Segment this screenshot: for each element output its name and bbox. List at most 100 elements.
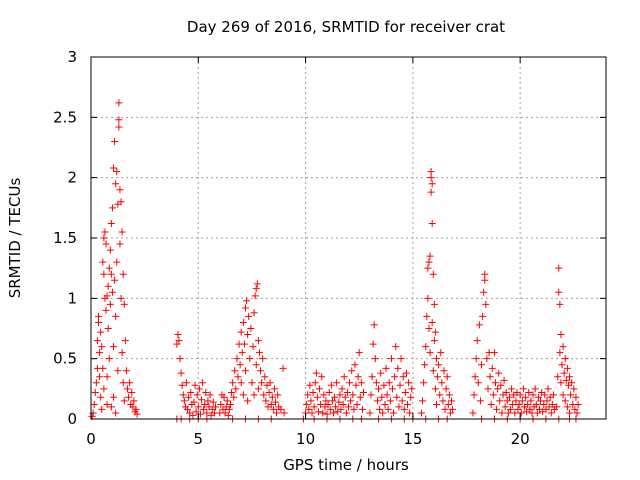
data-point xyxy=(369,340,377,348)
data-point xyxy=(572,393,580,401)
data-point xyxy=(313,393,321,401)
data-point xyxy=(479,312,487,320)
data-point xyxy=(203,409,211,417)
y-axis-label: SRMTID / TECUs xyxy=(6,178,24,299)
data-point xyxy=(555,264,563,272)
data-point xyxy=(104,282,112,290)
data-point xyxy=(439,397,447,405)
data-point xyxy=(543,397,551,405)
data-point xyxy=(201,401,209,409)
data-point xyxy=(376,405,384,413)
data-point xyxy=(331,393,339,401)
data-point xyxy=(345,403,352,411)
data-point xyxy=(568,379,576,387)
data-point xyxy=(102,306,110,314)
data-point xyxy=(90,401,98,409)
data-point xyxy=(562,376,570,384)
data-point xyxy=(237,379,245,387)
x-tick-label: 15 xyxy=(403,430,422,448)
data-point xyxy=(399,373,407,381)
data-point xyxy=(111,137,119,145)
data-point xyxy=(262,397,270,405)
data-point xyxy=(341,393,349,401)
data-point xyxy=(266,379,274,387)
data-point xyxy=(488,364,496,372)
data-point xyxy=(375,385,383,393)
data-point xyxy=(211,403,219,411)
data-point xyxy=(394,364,402,372)
data-point xyxy=(112,409,120,417)
data-point xyxy=(239,318,247,326)
data-point xyxy=(91,388,99,396)
data-point xyxy=(396,381,404,389)
data-point xyxy=(122,367,130,375)
data-point xyxy=(534,393,542,401)
data-point xyxy=(380,381,388,389)
data-point xyxy=(372,379,380,387)
data-point xyxy=(118,349,126,357)
data-point xyxy=(574,401,582,409)
data-point xyxy=(404,401,412,409)
data-point xyxy=(173,340,181,348)
y-tick-label: 2 xyxy=(67,169,77,187)
data-point xyxy=(206,391,214,399)
data-point xyxy=(443,373,451,381)
data-point xyxy=(100,385,108,393)
data-point xyxy=(251,292,259,300)
data-point xyxy=(97,393,105,401)
data-point xyxy=(470,391,478,399)
data-point xyxy=(378,393,386,401)
data-point xyxy=(115,123,123,131)
data-point xyxy=(348,367,356,375)
data-point xyxy=(120,300,128,308)
data-point xyxy=(110,343,118,351)
data-points xyxy=(88,99,582,423)
data-point xyxy=(226,401,234,409)
data-point xyxy=(311,379,319,387)
data-point xyxy=(234,373,242,381)
data-point xyxy=(367,391,375,399)
data-point xyxy=(358,405,366,413)
data-point xyxy=(519,385,527,393)
data-point xyxy=(407,393,415,401)
data-point xyxy=(119,270,127,278)
data-point xyxy=(427,174,435,182)
data-point xyxy=(259,355,267,363)
data-point xyxy=(103,292,111,300)
data-point xyxy=(406,409,414,417)
data-point xyxy=(116,186,124,194)
data-point xyxy=(353,401,361,409)
data-point xyxy=(481,276,489,284)
data-point xyxy=(427,168,435,176)
x-axis-ticks: 0 5 10 15 20 xyxy=(86,57,530,448)
data-point xyxy=(236,361,244,369)
data-point xyxy=(252,285,260,293)
data-point xyxy=(272,398,280,406)
data-point xyxy=(540,401,548,409)
data-point xyxy=(115,99,123,107)
data-point xyxy=(446,409,454,417)
data-point xyxy=(571,405,579,413)
data-point xyxy=(270,385,278,393)
data-point xyxy=(245,312,253,320)
data-point xyxy=(444,401,452,409)
data-point xyxy=(421,361,429,369)
data-point xyxy=(556,349,564,357)
data-point xyxy=(99,364,107,372)
data-point xyxy=(250,391,258,399)
data-point xyxy=(563,403,571,411)
data-point xyxy=(175,337,183,345)
data-point xyxy=(373,397,381,405)
data-point xyxy=(119,379,127,387)
data-point xyxy=(103,373,111,381)
data-point xyxy=(473,337,481,345)
data-point xyxy=(232,385,240,393)
data-point xyxy=(112,312,120,320)
data-point xyxy=(103,401,111,409)
data-point xyxy=(476,397,484,405)
data-point xyxy=(273,409,281,417)
data-point xyxy=(511,409,519,417)
data-point xyxy=(402,369,410,377)
data-point xyxy=(337,405,345,413)
data-point xyxy=(432,401,440,409)
